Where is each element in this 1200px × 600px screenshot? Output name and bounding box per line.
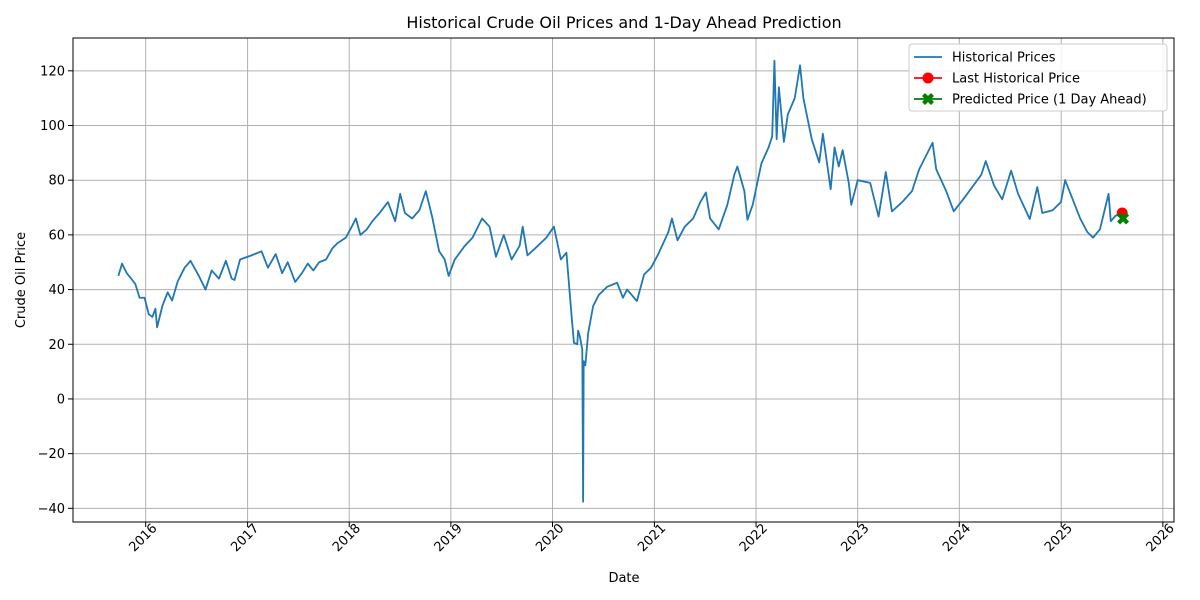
x-axis-label: Date (608, 571, 639, 586)
series-line-historical-prices (117, 59, 1123, 503)
legend-swatch-x-marker (922, 93, 934, 105)
legend-entry-label: Last Historical Price (952, 72, 1080, 87)
legend-swatch-circle-marker (922, 72, 934, 84)
y-tick-label: −20 (38, 447, 65, 462)
legend-entry-label: Predicted Price (1 Day Ahead) (952, 93, 1147, 108)
y-tick-label: 0 (57, 392, 65, 407)
plot-content (117, 59, 1130, 503)
legend: Historical Prices Last Historical Price Pr… (908, 43, 1168, 112)
point-predicted-price (1117, 212, 1130, 225)
y-tick-label: 60 (48, 228, 65, 243)
y-tick-label: 100 (40, 119, 65, 134)
y-tick-label: 120 (40, 64, 65, 79)
legend-entry-label: Historical Prices (952, 51, 1056, 66)
chart-title: Historical Crude Oil Prices and 1-Day Ah… (406, 13, 841, 32)
y-axis-label: Crude Oil Price (14, 232, 29, 328)
y-tick-label: −40 (38, 502, 65, 517)
y-tick-label: 80 (48, 174, 65, 189)
plot-frame (72, 37, 1175, 523)
y-tick-label: 20 (48, 338, 65, 353)
y-tick-label: 40 (48, 283, 65, 298)
legend-box (908, 43, 1168, 112)
